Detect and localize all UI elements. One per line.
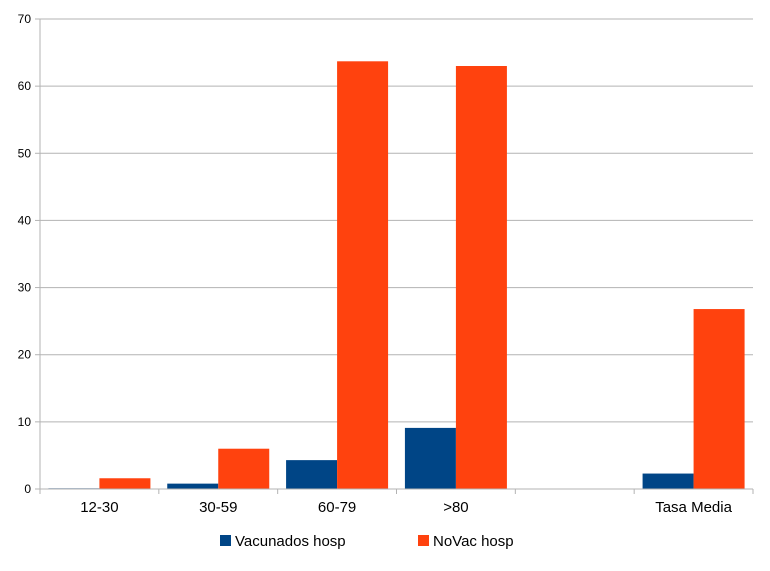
y-tick-label: 40 (18, 213, 32, 227)
y-tick-label: 70 (18, 12, 32, 26)
y-tick-label: 0 (24, 482, 31, 496)
bar (167, 483, 219, 489)
bar (286, 460, 338, 489)
x-tick-label: 60-79 (318, 499, 356, 516)
y-tick-label: 20 (18, 348, 32, 362)
x-tick-label: >80 (443, 499, 468, 516)
x-tick-label: Tasa Media (655, 499, 732, 516)
y-axis-tick-labels: 0 10 20 30 40 50 60 70 (18, 12, 40, 496)
axes (39, 19, 754, 494)
bar (642, 473, 694, 489)
bar (693, 309, 745, 489)
y-tick-label: 10 (18, 415, 32, 429)
bar (404, 427, 456, 489)
x-tick-label: 30-59 (199, 499, 237, 516)
legend-label: Vacunados hosp (235, 533, 346, 550)
legend: Vacunados hosp NoVac hosp (220, 533, 514, 550)
x-tick-label: 12-30 (80, 499, 118, 516)
bar (218, 448, 270, 489)
gridlines (40, 18, 753, 423)
bar (337, 61, 389, 490)
bars (48, 61, 745, 490)
bar (455, 66, 507, 489)
bar (99, 478, 151, 489)
y-tick-label: 50 (18, 146, 32, 160)
y-tick-label: 60 (18, 79, 32, 93)
legend-label: NoVac hosp (433, 533, 514, 550)
legend-swatch (220, 535, 231, 546)
x-axis-category-labels: 12-30 30-59 60-79 >80 Tasa Media (80, 499, 732, 516)
legend-swatch (418, 535, 429, 546)
y-tick-label: 30 (18, 281, 32, 295)
